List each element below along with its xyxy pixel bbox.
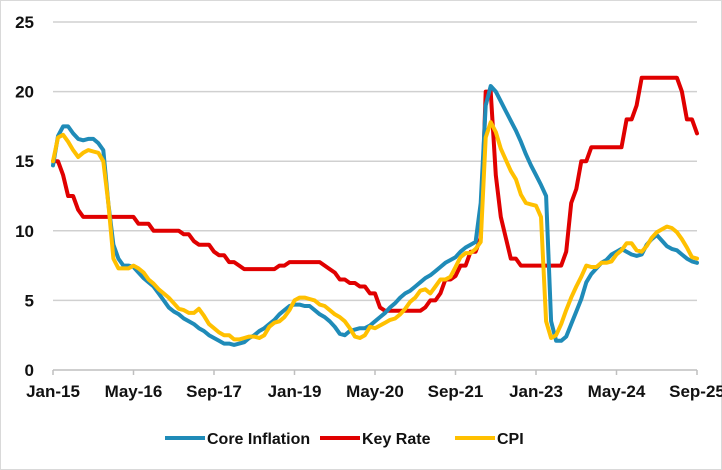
legend-item-core-inflation: Core Inflation	[165, 431, 310, 448]
y-tick-label: 20	[15, 83, 34, 102]
y-tick-label: 10	[15, 222, 34, 241]
legend-label: Key Rate	[362, 431, 431, 448]
x-tick-label: May-20	[346, 382, 404, 401]
x-tick-label: May-16	[105, 382, 163, 401]
x-tick-label: Sep-25	[669, 382, 722, 401]
legend-label: Core Inflation	[207, 431, 310, 448]
legend-label: CPI	[497, 431, 524, 448]
gridlines	[53, 21, 697, 302]
series-line-cpi	[51, 120, 699, 342]
legend-item-cpi: CPI	[455, 431, 524, 448]
series-lines	[51, 75, 699, 347]
x-tick-label: Jan-23	[509, 382, 563, 401]
legend: Core Inflation Key Rate CPI	[165, 431, 524, 448]
y-axis-ticks: 0 5 10 15 20 25	[15, 13, 34, 380]
x-tick-label: Sep-21	[428, 382, 484, 401]
x-tick-label: May-24	[588, 382, 646, 401]
y-tick-label: 0	[25, 361, 34, 380]
x-tick-label: Jan-19	[268, 382, 322, 401]
legend-item-key-rate: Key Rate	[320, 431, 431, 448]
y-tick-label: 5	[25, 291, 34, 310]
series-line-key-rate	[51, 75, 699, 313]
y-tick-label: 15	[15, 152, 34, 171]
x-tick-label: Jan-15	[26, 382, 80, 401]
series-line-core-inflation	[51, 84, 699, 347]
x-axis-ticks: Jan-15 May-16 Sep-17 Jan-19 May-20 Sep-21 Jan-…	[26, 370, 722, 401]
x-tick-label: Sep-17	[186, 382, 242, 401]
y-tick-label: 25	[15, 13, 34, 32]
